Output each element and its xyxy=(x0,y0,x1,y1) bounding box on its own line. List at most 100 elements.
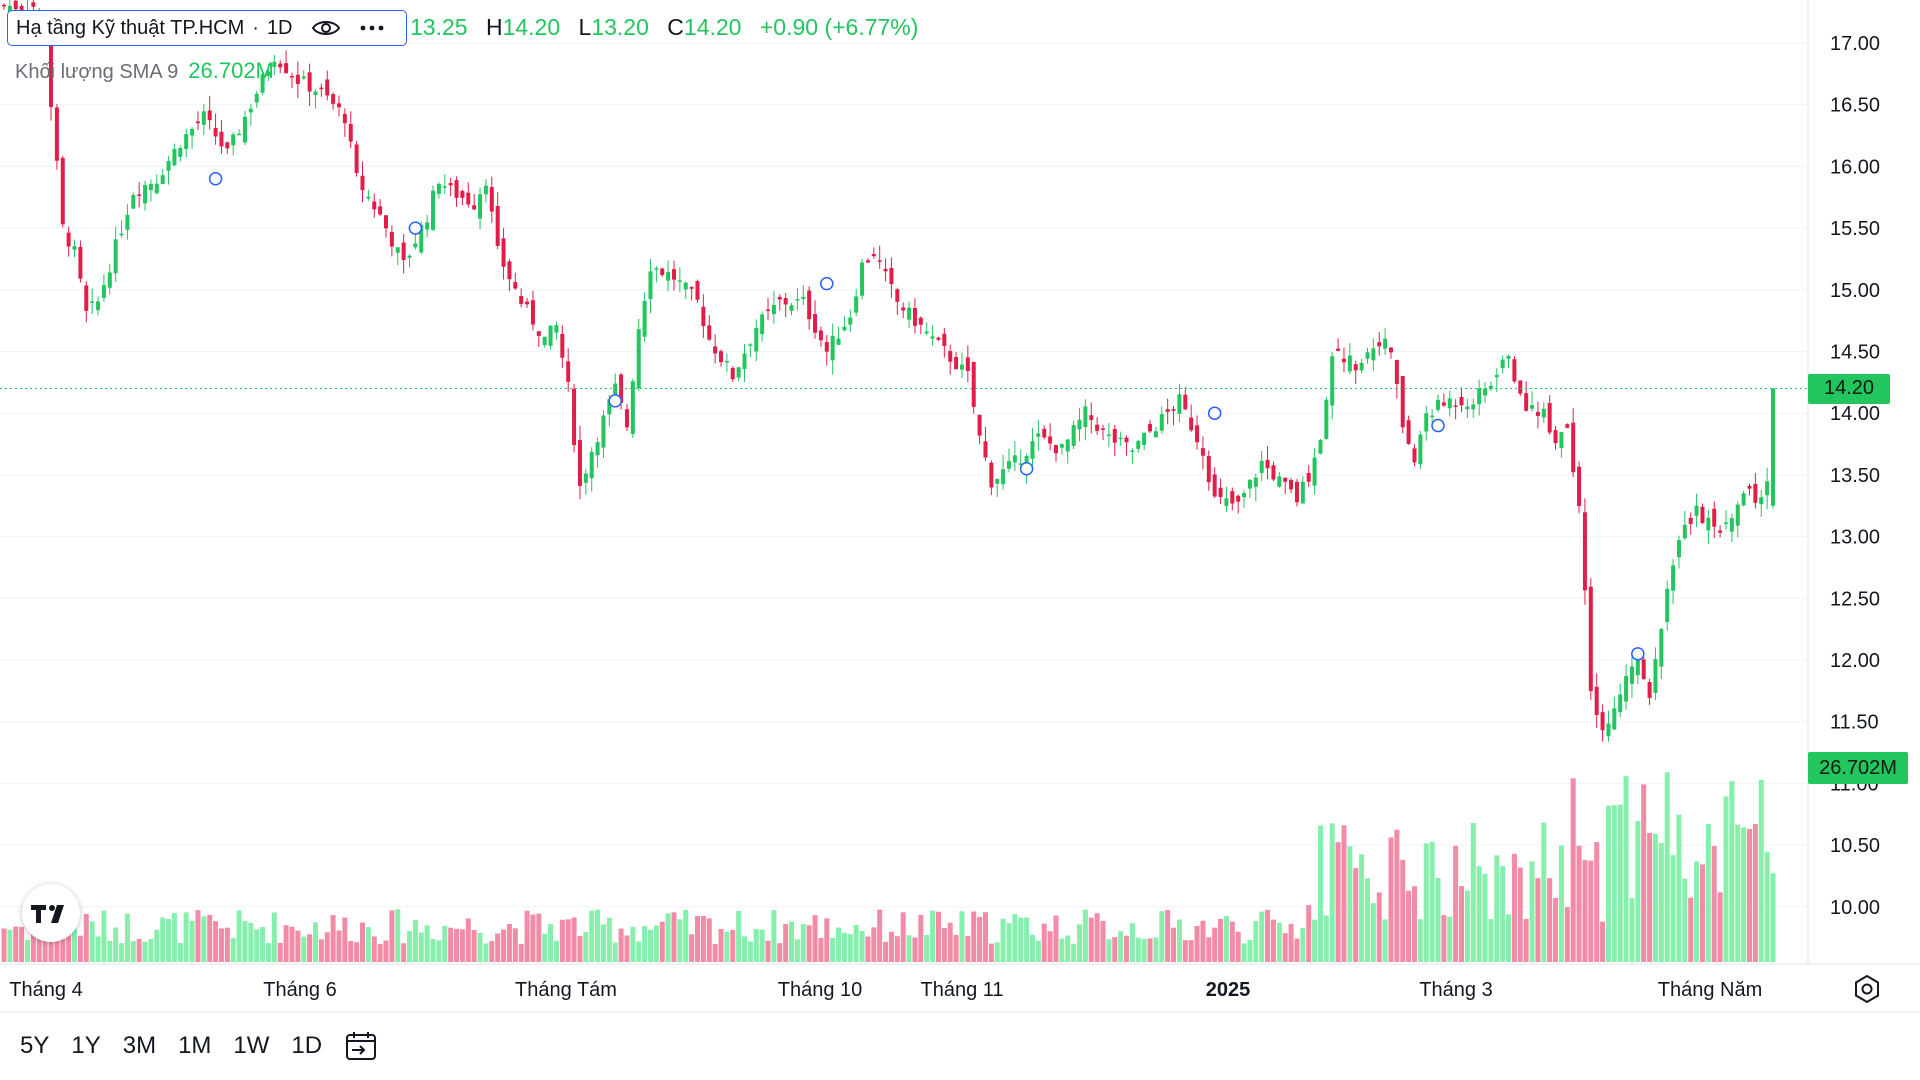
eye-icon[interactable] xyxy=(311,18,341,38)
volume-bar xyxy=(906,935,912,962)
volume-bar xyxy=(1335,842,1341,962)
calendar-range-icon[interactable] xyxy=(344,1030,378,1062)
range-1m-button[interactable]: 1M xyxy=(178,1032,212,1059)
candle-body xyxy=(1189,417,1194,431)
range-1y-button[interactable]: 1Y xyxy=(71,1032,101,1059)
candle-body xyxy=(242,116,247,143)
candle-body xyxy=(1659,628,1664,667)
candle-body xyxy=(119,233,124,236)
volume-bar xyxy=(947,922,953,962)
candle-body xyxy=(572,388,577,446)
candle-body xyxy=(1418,434,1423,465)
volume-bar xyxy=(1141,938,1147,962)
event-marker[interactable] xyxy=(820,276,834,291)
candle-body xyxy=(801,296,806,299)
volume-bar xyxy=(1053,915,1059,962)
candle-body xyxy=(983,441,988,458)
volume-bar xyxy=(965,935,971,962)
candle-body xyxy=(536,331,541,336)
range-5y-button[interactable]: 5Y xyxy=(20,1032,50,1059)
candle-body xyxy=(307,72,312,92)
price-tick-label: 16.00 xyxy=(1830,156,1880,178)
candle-body xyxy=(1753,483,1758,503)
candle-body xyxy=(1183,394,1188,410)
time-tick-label: Tháng 3 xyxy=(1419,979,1492,1001)
event-marker[interactable] xyxy=(208,171,223,186)
volume-bar xyxy=(248,923,254,962)
event-marker[interactable] xyxy=(608,394,622,408)
candle-body xyxy=(60,157,65,225)
volume-bar xyxy=(612,942,618,962)
candle-body xyxy=(401,242,406,260)
candle-body xyxy=(554,325,559,333)
candle-body xyxy=(942,333,947,346)
symbol-name[interactable]: Hạ tầng Kỹ thuật TP.HCM xyxy=(16,16,245,39)
candle-body xyxy=(1018,463,1023,465)
volume-bar xyxy=(1364,878,1370,962)
volume-bar xyxy=(742,936,748,962)
candle-body xyxy=(207,110,212,121)
event-marker[interactable] xyxy=(1019,461,1034,476)
candle-body xyxy=(460,191,465,198)
volume-legend[interactable]: Khối lượng SMA 9 26.702M xyxy=(15,58,274,84)
candle-body xyxy=(72,246,77,250)
candle-body xyxy=(959,364,964,370)
candle-body xyxy=(1306,472,1311,482)
settings-gear-icon[interactable] xyxy=(1852,974,1882,1009)
candle-body xyxy=(1682,524,1687,539)
candle-body xyxy=(1588,586,1593,692)
candle-body xyxy=(160,175,165,185)
candle-body xyxy=(1618,694,1623,713)
range-1d-button[interactable]: 1D xyxy=(291,1032,323,1059)
volume-bar xyxy=(1441,915,1447,962)
volume-bar xyxy=(512,928,518,962)
volume-bar xyxy=(1770,873,1776,962)
high-key: H xyxy=(485,14,503,40)
price-axis: 10.0010.5011.0011.5012.0012.5013.0013.50… xyxy=(1830,33,1880,919)
event-marker[interactable] xyxy=(1431,418,1445,433)
candle-body xyxy=(1629,666,1634,684)
volume-bar xyxy=(271,912,277,962)
candle-body xyxy=(860,262,865,296)
volume-bar xyxy=(1288,923,1294,962)
price-tick-label: 17.00 xyxy=(1830,33,1880,55)
range-3m-button[interactable]: 3M xyxy=(122,1032,157,1059)
volume-bar xyxy=(853,924,859,962)
candle-body xyxy=(666,272,671,281)
candle-body xyxy=(372,201,377,210)
volume-bar xyxy=(1135,937,1141,962)
symbol-legend[interactable]: Hạ tầng Kỹ thuật TP.HCM · 1D xyxy=(7,10,407,46)
candle-body xyxy=(530,300,535,325)
candle-body xyxy=(1406,420,1411,444)
time-tick-label: Tháng 10 xyxy=(778,979,863,1001)
candle-body xyxy=(248,108,253,113)
tradingview-logo[interactable] xyxy=(22,884,80,942)
more-dots-icon[interactable] xyxy=(359,24,385,32)
event-marker[interactable] xyxy=(408,221,423,235)
candle-body xyxy=(683,282,688,290)
volume-bar xyxy=(830,937,836,962)
range-1w-button[interactable]: 1W xyxy=(233,1032,270,1059)
volume-bar xyxy=(312,922,318,962)
volume-bar xyxy=(1506,914,1512,962)
candle-body xyxy=(201,111,206,125)
event-marker[interactable] xyxy=(1631,647,1645,661)
candle-body xyxy=(830,335,835,361)
candle-body xyxy=(325,79,330,96)
volume-bar xyxy=(1723,796,1729,962)
candle-body xyxy=(1242,492,1247,498)
candle-body xyxy=(1065,439,1070,452)
volume-bar xyxy=(1423,843,1429,962)
volume-bar xyxy=(283,925,289,962)
volume-bar xyxy=(642,926,648,962)
volume-bar xyxy=(1359,854,1365,962)
candle-body xyxy=(1359,362,1364,371)
interval-label[interactable]: 1D xyxy=(266,16,293,39)
event-marker[interactable] xyxy=(1207,406,1222,420)
candle-body xyxy=(1247,479,1252,489)
volume-bar xyxy=(1300,927,1306,962)
volume-bar xyxy=(1376,892,1382,962)
candle-body xyxy=(1106,434,1111,436)
